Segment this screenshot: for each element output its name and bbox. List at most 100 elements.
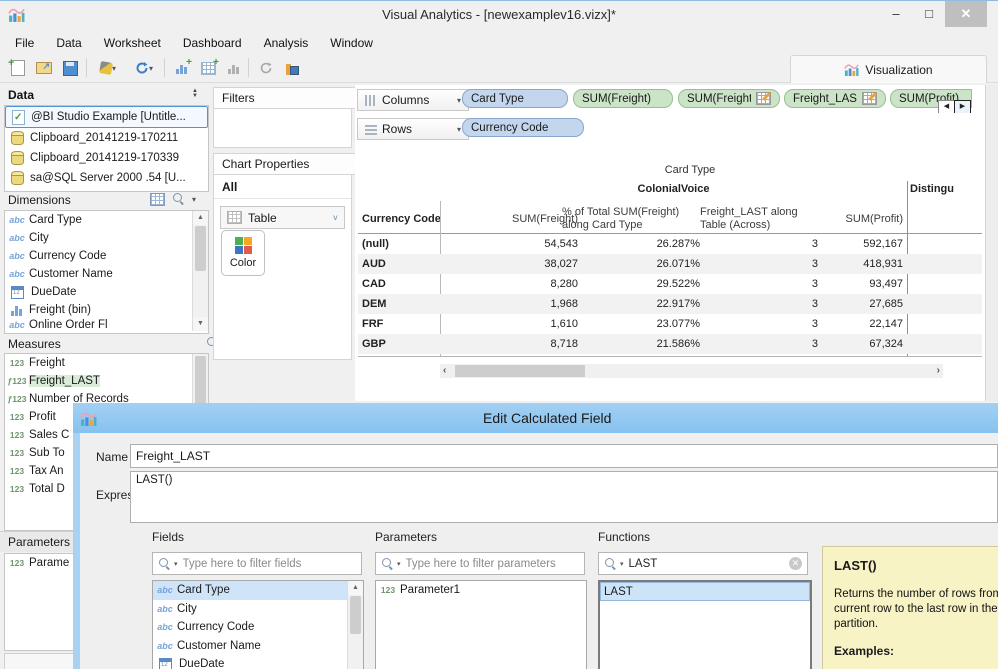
scroll-left-icon[interactable]: ‹ — [443, 365, 447, 376]
search-icon[interactable] — [172, 192, 185, 205]
color-button[interactable]: Color — [221, 230, 265, 276]
field-item[interactable]: abc Currency Code — [153, 618, 363, 637]
new-workbook-button[interactable]: + — [6, 57, 30, 79]
dimension-item[interactable]: Freight (bin) — [5, 301, 208, 319]
table-row[interactable]: GBP 8,718 21.586% 3 67,324 — [358, 334, 982, 354]
filters-shelf-area[interactable] — [213, 108, 352, 148]
viz-vertical-scrollbar[interactable] — [985, 85, 998, 401]
pill-currency-code[interactable]: Currency Code — [462, 118, 584, 137]
pill-freight-last[interactable]: Freight_LAST — [784, 89, 886, 108]
presentation-button[interactable] — [280, 57, 304, 79]
field-item[interactable]: abc Card Type — [153, 581, 363, 600]
measure-label: Tax An — [29, 465, 64, 477]
sort-toggle-icon[interactable]: ▲ ▼ — [192, 88, 198, 99]
data-sources-list: @BI Studio Example [Untitle... Clipboard… — [4, 105, 209, 192]
menu-worksheet[interactable]: Worksheet — [103, 36, 161, 50]
table-row[interactable]: DEM 1,968 22.917% 3 27,685 — [358, 294, 982, 314]
data-tools-button[interactable]: ▾ — [92, 57, 124, 79]
table-row[interactable]: (null) 54,543 26.287% 3 592,167 — [358, 234, 982, 254]
dimension-item[interactable]: abc Currency Code — [5, 247, 208, 265]
columns-shelf-header[interactable]: Columns ▾ — [357, 89, 469, 111]
pill-sum-freight[interactable]: SUM(Freight) — [573, 89, 673, 108]
menu-dashboard[interactable]: Dashboard — [182, 36, 242, 50]
open-button[interactable]: ↗ — [32, 57, 56, 79]
viz-horizontal-scrollbar[interactable]: ‹ › — [440, 364, 943, 378]
dimension-item[interactable]: abc City — [5, 229, 208, 247]
functions-filter-input[interactable] — [626, 556, 786, 571]
measure-item[interactable]: 123 Total D — [5, 480, 208, 498]
save-button[interactable] — [58, 57, 82, 79]
dashboard-icon — [200, 61, 216, 75]
scroll-right-icon[interactable]: › — [936, 365, 940, 376]
dialog-title-bar[interactable]: Edit Calculated Field — [73, 403, 998, 433]
scrollbar-thumb[interactable] — [455, 365, 585, 377]
field-item[interactable]: DueDate — [153, 655, 363, 669]
new-dashboard-button[interactable]: + — [196, 57, 220, 79]
close-button[interactable]: ✕ — [945, 1, 987, 27]
data-source-item[interactable]: @BI Studio Example [Untitle... — [5, 106, 208, 128]
dimension-item[interactable]: abc Customer Name — [5, 265, 208, 283]
dialog-functions-list: LAST — [598, 580, 812, 669]
minimize-button[interactable]: – — [892, 6, 900, 21]
expression-field[interactable]: LAST() — [130, 471, 998, 523]
chevron-down-icon: ▾ — [456, 124, 461, 134]
parameters-filter-box[interactable]: ▾ — [375, 552, 585, 575]
parameter-item[interactable]: 123 Parameter1 — [376, 581, 586, 600]
dimensions-header: Dimensions — [8, 193, 71, 207]
dimension-item[interactable]: abc Card Type — [5, 211, 208, 229]
functions-label: Functions — [598, 530, 651, 544]
function-item[interactable]: LAST — [600, 582, 810, 601]
chevron-down-icon[interactable]: ▾ — [192, 195, 197, 204]
measure-item[interactable]: 123 Profit — [5, 408, 208, 426]
refresh-button[interactable]: ▾ — [128, 57, 160, 79]
dimensions-scrollbar[interactable]: ▲ ▼ — [192, 211, 208, 331]
dimension-item[interactable]: DueDate — [5, 283, 208, 301]
dimension-item[interactable]: abc Online Order Fl — [5, 319, 208, 331]
scroll-up-icon[interactable]: ▲ — [193, 211, 208, 225]
functions-filter-box[interactable]: ▾ ✕ — [598, 552, 808, 575]
menu-data[interactable]: Data — [56, 36, 82, 50]
columns-icon — [365, 94, 377, 106]
fields-filter-box[interactable]: ▾ — [152, 552, 362, 575]
tab-visualization[interactable]: Visualization — [790, 55, 987, 83]
menu-window[interactable]: Window — [330, 36, 373, 50]
measure-item[interactable]: 123 Sub To — [5, 444, 208, 462]
duplicate-sheet-button[interactable] — [222, 57, 246, 79]
chart-type-dropdown[interactable]: Table ˅ — [220, 206, 345, 229]
measure-item[interactable]: 123 Tax An — [5, 462, 208, 480]
pill-sum-freight-calc[interactable]: SUM(Freight) — [678, 89, 780, 108]
scroll-up-icon[interactable]: ▲ — [348, 581, 363, 595]
pill-card-type[interactable]: Card Type — [462, 89, 568, 108]
measure-item[interactable]: 123 Freight — [5, 354, 208, 372]
field-item[interactable]: abc City — [153, 600, 363, 619]
menu-analysis[interactable]: Analysis — [263, 36, 309, 50]
scroll-down-icon[interactable]: ▼ — [193, 317, 208, 331]
fields-filter-input[interactable] — [180, 556, 356, 571]
data-source-item[interactable]: Clipboard_20141219-170211 — [5, 128, 208, 148]
measure-item[interactable]: 123 Sales C — [5, 426, 208, 444]
view-data-icon[interactable] — [150, 193, 165, 206]
field-item[interactable]: abc Customer Name — [153, 637, 363, 656]
rows-shelf-header[interactable]: Rows ▾ — [357, 118, 469, 140]
data-source-item[interactable]: Clipboard_20141219-170339 — [5, 148, 208, 168]
parameters-filter-input[interactable] — [403, 556, 579, 571]
menu-file[interactable]: File — [15, 36, 35, 50]
data-source-item[interactable]: sa@SQL Server 2000 .54 [U... — [5, 168, 208, 188]
maximize-button[interactable]: □ — [925, 6, 933, 21]
fields-list-scrollbar[interactable]: ▲ — [347, 581, 363, 669]
parameter-item[interactable]: 123 Parame — [5, 554, 208, 572]
histogram-bin-icon — [11, 305, 23, 316]
table-row[interactable]: CAD 8,280 29.522% 3 93,497 — [358, 274, 982, 294]
measure-item[interactable]: ƒ123 Freight_LAST — [5, 372, 208, 390]
new-worksheet-button[interactable]: + — [170, 57, 194, 79]
clear-sheet-button[interactable] — [254, 57, 278, 79]
chart-properties-header[interactable]: Chart Properties ▾ — [213, 153, 368, 175]
table-row[interactable]: FRF 1,610 23.077% 3 22,147 — [358, 314, 982, 334]
dialog-title: Edit Calculated Field — [483, 410, 612, 426]
table-row[interactable]: AUD 38,027 26.071% 3 418,931 — [358, 254, 982, 274]
measure-item[interactable]: ƒ123 Number of Records — [5, 390, 208, 408]
filters-shelf-header[interactable]: Filters ▾ — [213, 87, 368, 109]
name-field[interactable]: Freight_LAST — [130, 444, 998, 468]
clear-filter-icon[interactable]: ✕ — [789, 557, 802, 570]
chevron-down-icon: ▾ — [397, 560, 401, 568]
